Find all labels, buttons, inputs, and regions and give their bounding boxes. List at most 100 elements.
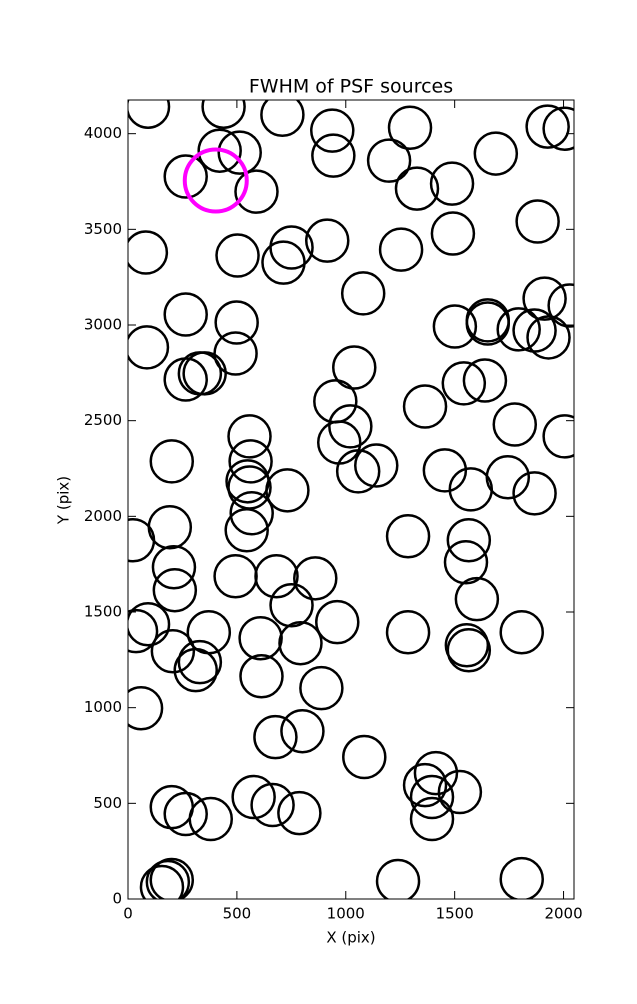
marker xyxy=(310,108,355,153)
marker xyxy=(149,439,195,484)
marker xyxy=(239,654,284,699)
marker xyxy=(335,449,381,494)
axes-frame xyxy=(127,99,575,900)
marker xyxy=(278,620,323,666)
marker xyxy=(526,315,571,360)
y-tick-label: 3000 xyxy=(84,316,122,334)
marker xyxy=(443,540,489,585)
marker xyxy=(342,734,387,780)
marker xyxy=(227,414,272,459)
marker xyxy=(512,471,557,516)
marker xyxy=(234,169,279,214)
marker xyxy=(437,769,483,815)
y-tick-label: 2500 xyxy=(84,411,122,429)
marker xyxy=(375,858,421,899)
marker xyxy=(217,130,262,175)
marker xyxy=(446,518,492,563)
marker xyxy=(409,774,455,820)
marker xyxy=(448,467,494,512)
marker xyxy=(385,610,431,655)
marker xyxy=(150,628,196,674)
marker xyxy=(128,518,156,563)
marker xyxy=(293,556,338,601)
marker xyxy=(214,300,259,345)
marker xyxy=(413,750,459,796)
marker xyxy=(228,439,273,484)
marker xyxy=(402,384,448,429)
marker xyxy=(177,639,223,685)
x-tick-label: 0 xyxy=(123,905,133,923)
marker xyxy=(261,240,306,285)
marker xyxy=(253,714,298,760)
marker xyxy=(128,608,159,654)
marker xyxy=(265,468,310,513)
y-tick-label: 1000 xyxy=(84,698,122,716)
marker xyxy=(328,404,373,449)
marker xyxy=(145,859,191,899)
marker xyxy=(473,131,519,176)
marker xyxy=(542,106,574,151)
x-axis-label: X (pix) xyxy=(326,929,375,947)
marker xyxy=(280,708,325,754)
marker xyxy=(499,610,544,655)
marker xyxy=(515,199,560,244)
marker xyxy=(366,138,412,183)
marker xyxy=(402,762,448,808)
y-tick-label: 3500 xyxy=(84,220,122,238)
marker xyxy=(522,276,567,321)
marker xyxy=(229,491,274,536)
marker xyxy=(332,345,377,390)
marker xyxy=(128,325,170,370)
marker xyxy=(354,443,399,488)
marker xyxy=(378,227,424,272)
y-axis-label: Y (pix) xyxy=(55,476,73,525)
y-tick-label: 2000 xyxy=(84,507,122,525)
marker xyxy=(441,361,487,406)
marker xyxy=(496,307,541,352)
marker xyxy=(277,790,322,836)
marker xyxy=(340,271,386,316)
marker xyxy=(394,166,440,211)
marker xyxy=(260,100,305,137)
marker xyxy=(499,856,544,899)
marker xyxy=(409,796,455,842)
marker xyxy=(492,402,538,447)
marker xyxy=(432,304,478,349)
marker xyxy=(299,665,344,711)
marker xyxy=(149,857,195,899)
marker xyxy=(446,628,492,673)
marker xyxy=(182,351,227,396)
marker xyxy=(197,128,242,173)
plot-area xyxy=(128,100,574,899)
y-tick-label: 500 xyxy=(93,794,122,812)
marker xyxy=(128,230,169,275)
marker xyxy=(182,147,249,214)
marker xyxy=(465,301,511,346)
y-tick-label: 1500 xyxy=(84,603,122,621)
marker xyxy=(462,358,508,403)
marker xyxy=(201,100,246,129)
marker xyxy=(542,414,574,459)
y-tick-label: 0 xyxy=(112,890,122,908)
marker xyxy=(444,623,490,668)
marker xyxy=(311,133,356,178)
marker xyxy=(385,513,431,559)
marker xyxy=(238,615,283,661)
x-tick-label: 1000 xyxy=(327,905,365,923)
marker xyxy=(163,791,208,837)
marker xyxy=(188,796,234,842)
marker xyxy=(525,104,570,149)
marker xyxy=(139,864,185,899)
marker xyxy=(547,283,574,328)
marker xyxy=(152,567,198,613)
marker xyxy=(215,233,260,278)
marker xyxy=(163,292,208,337)
marker xyxy=(128,100,171,129)
marker xyxy=(305,218,350,263)
marker xyxy=(422,448,468,493)
marker xyxy=(315,599,360,645)
marker xyxy=(429,161,475,206)
marker xyxy=(254,553,299,599)
